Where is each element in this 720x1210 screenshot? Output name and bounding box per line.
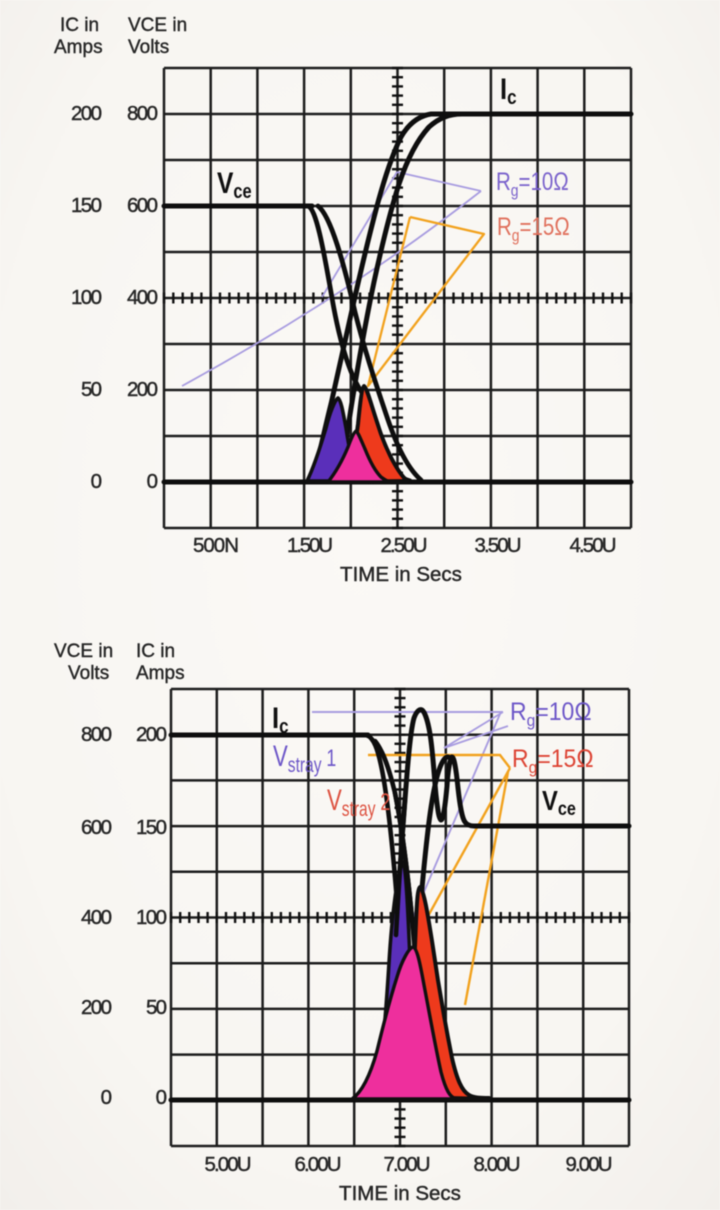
svg-text:3.50U: 3.50U: [475, 534, 522, 557]
svg-text:200: 200: [71, 102, 102, 125]
svg-text:IC in: IC in: [60, 15, 99, 36]
svg-text:200: 200: [127, 378, 158, 401]
svg-text:600: 600: [127, 194, 158, 217]
svg-text:800: 800: [127, 102, 158, 125]
svg-text:4.50U: 4.50U: [570, 534, 617, 557]
svg-text:Rg=15Ω: Rg=15Ω: [497, 212, 570, 245]
svg-text:150: 150: [136, 816, 167, 839]
svg-text:Volts: Volts: [68, 663, 109, 684]
svg-text:Vce: Vce: [217, 166, 252, 203]
svg-text:400: 400: [81, 906, 112, 929]
svg-text:0: 0: [156, 1086, 167, 1109]
svg-text:TIME in Secs: TIME in Secs: [340, 563, 462, 586]
svg-text:100: 100: [71, 286, 102, 309]
svg-text:5.00U: 5.00U: [205, 1153, 252, 1176]
svg-text:Volts: Volts: [128, 37, 169, 58]
svg-text:100: 100: [136, 906, 167, 929]
svg-text:500N: 500N: [193, 534, 239, 557]
svg-text:Amps: Amps: [136, 663, 185, 684]
svg-text:Rg=15Ω: Rg=15Ω: [512, 745, 594, 777]
svg-text:0: 0: [147, 470, 158, 493]
svg-text:Vstray 2: Vstray 2: [327, 783, 390, 821]
svg-text:IC in: IC in: [136, 641, 175, 662]
svg-text:VCE in: VCE in: [128, 15, 187, 36]
svg-text:Rg=10Ω: Rg=10Ω: [510, 698, 592, 730]
svg-text:600: 600: [81, 816, 112, 839]
svg-text:8.00U: 8.00U: [474, 1153, 521, 1176]
svg-text:0: 0: [91, 470, 102, 493]
svg-text:VCE in: VCE in: [54, 641, 113, 662]
svg-text:2.50U: 2.50U: [381, 534, 428, 557]
svg-text:400: 400: [127, 286, 158, 309]
svg-text:7.00U: 7.00U: [384, 1153, 431, 1176]
svg-text:200: 200: [81, 996, 112, 1019]
svg-text:0: 0: [101, 1086, 112, 1109]
svg-text:150: 150: [71, 194, 102, 217]
svg-text:6.00U: 6.00U: [295, 1153, 342, 1176]
svg-text:Amps: Amps: [54, 37, 103, 58]
svg-text:50: 50: [81, 378, 102, 401]
svg-text:9.00U: 9.00U: [566, 1153, 613, 1176]
svg-text:200: 200: [136, 723, 167, 746]
svg-text:50: 50: [146, 996, 167, 1019]
svg-text:800: 800: [81, 723, 112, 746]
svg-text:TIME in Secs: TIME in Secs: [339, 1182, 461, 1205]
svg-text:Rg=10Ω: Rg=10Ω: [496, 167, 569, 200]
svg-text:1.50U: 1.50U: [287, 534, 333, 557]
